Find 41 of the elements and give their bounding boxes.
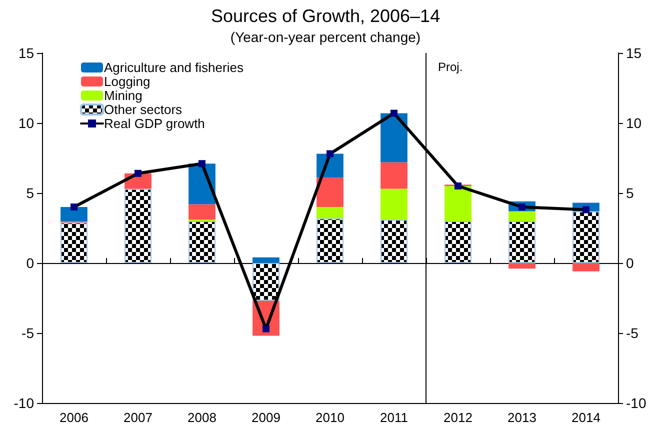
legend-label: Agriculture and fisheries bbox=[104, 60, 244, 75]
y2-tick-label: -10 bbox=[626, 395, 646, 411]
bar bbox=[380, 162, 408, 189]
legend-label: Real GDP growth bbox=[104, 116, 205, 131]
bar bbox=[252, 257, 280, 263]
x-tick-label: 2006 bbox=[60, 410, 88, 425]
chart-title: Sources of Growth, 2006–14 bbox=[210, 6, 440, 26]
bar bbox=[188, 204, 216, 220]
bar bbox=[60, 207, 88, 221]
y2-tick-label: 10 bbox=[626, 115, 642, 131]
y2-tick-label: 0 bbox=[626, 255, 634, 271]
y2-tick-label: -5 bbox=[626, 325, 639, 341]
y-tick-label: 0 bbox=[26, 255, 34, 271]
x-tick-label: 2010 bbox=[316, 410, 344, 425]
legend-label: Logging bbox=[104, 74, 150, 89]
bar bbox=[572, 263, 600, 272]
legend-label: Other sectors bbox=[104, 102, 183, 117]
annotation: Proj. bbox=[438, 60, 463, 74]
y-tick-label: 5 bbox=[26, 185, 34, 201]
x-tick-label: 2012 bbox=[444, 410, 472, 425]
bar bbox=[380, 188, 408, 220]
y-tick-label: -5 bbox=[22, 325, 34, 341]
x-tick-label: 2013 bbox=[508, 410, 536, 425]
bar bbox=[316, 207, 344, 218]
x-tick-label: 2009 bbox=[252, 410, 280, 425]
x-tick-label: 2007 bbox=[124, 410, 152, 425]
x-tick-label: 2011 bbox=[380, 410, 408, 425]
y-tick-label: -10 bbox=[14, 395, 34, 411]
y-tick-label: 10 bbox=[18, 115, 34, 131]
y-tick-label: 15 bbox=[18, 45, 34, 61]
legend-label: Mining bbox=[104, 88, 142, 103]
bar bbox=[508, 211, 536, 221]
y2-tick-label: 5 bbox=[626, 185, 634, 201]
x-tick-label: 2014 bbox=[572, 410, 600, 425]
bar bbox=[316, 178, 344, 207]
bar bbox=[444, 186, 472, 221]
chart-subtitle: (Year-on-year percent change) bbox=[230, 29, 421, 45]
x-tick-label: 2008 bbox=[188, 410, 216, 425]
bar bbox=[380, 113, 408, 162]
y2-tick-label: 15 bbox=[626, 45, 642, 61]
bar bbox=[508, 263, 536, 269]
